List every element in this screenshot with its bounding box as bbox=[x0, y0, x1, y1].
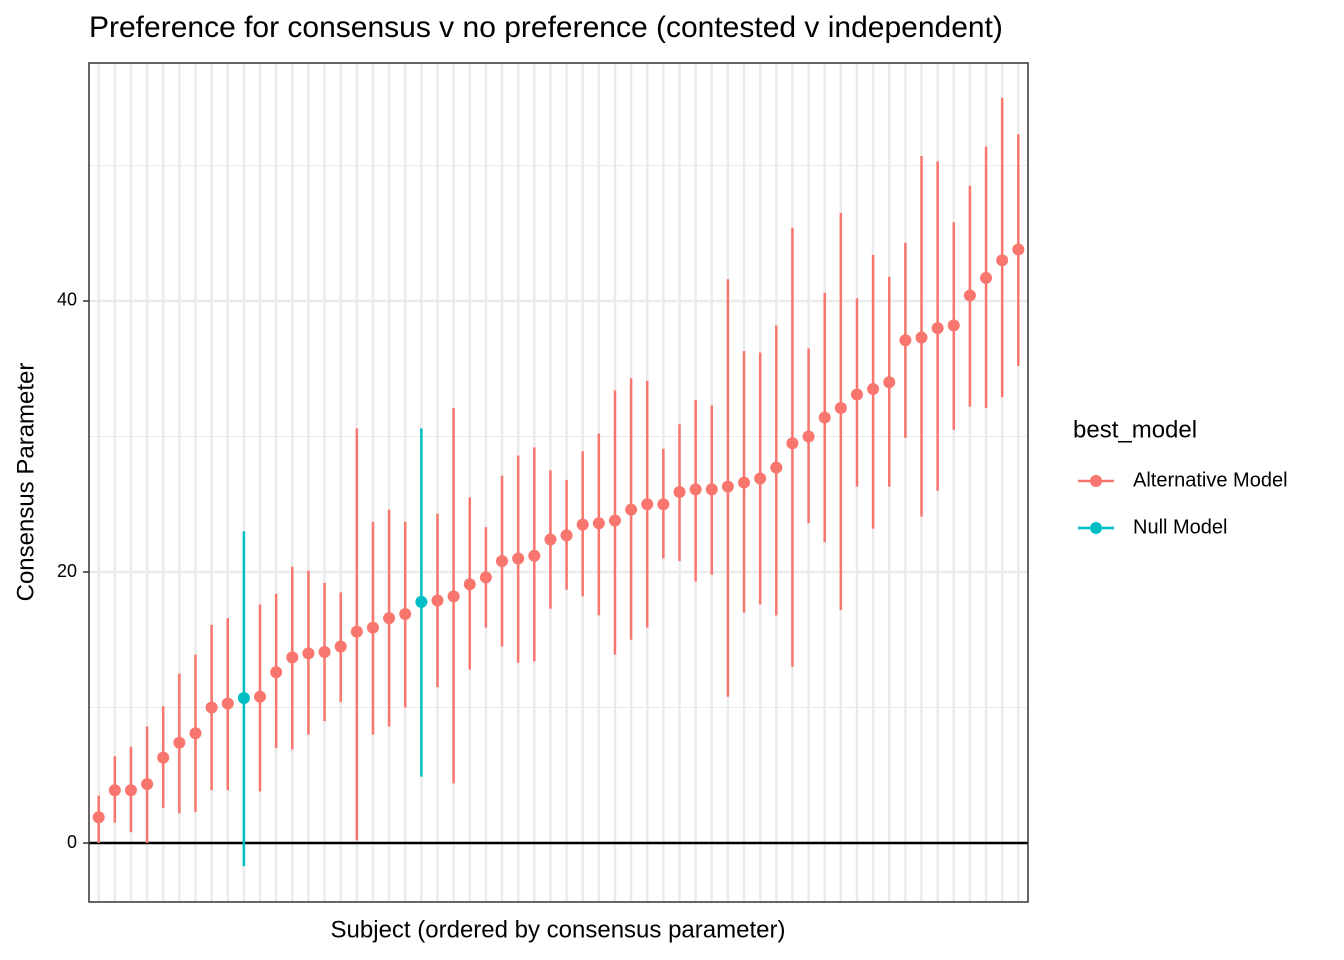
point bbox=[302, 647, 315, 660]
point bbox=[721, 480, 734, 493]
point bbox=[576, 518, 589, 531]
point bbox=[383, 612, 396, 625]
point bbox=[108, 784, 121, 797]
point bbox=[883, 376, 896, 389]
point bbox=[479, 571, 492, 584]
legend-point bbox=[1090, 522, 1102, 534]
point bbox=[560, 529, 573, 542]
point bbox=[286, 651, 299, 664]
point bbox=[399, 608, 412, 621]
point bbox=[334, 640, 347, 653]
point bbox=[512, 552, 525, 565]
point bbox=[141, 778, 154, 791]
point bbox=[544, 533, 557, 546]
point bbox=[350, 625, 363, 638]
point bbox=[270, 666, 283, 679]
point bbox=[608, 514, 621, 527]
panel-border bbox=[88, 62, 1029, 903]
point bbox=[366, 621, 379, 634]
legend-label: Alternative Model bbox=[1133, 469, 1288, 491]
y-axis-label: Consensus Parameter bbox=[12, 363, 39, 602]
x-axis-label: Subject (ordered by consensus parameter) bbox=[331, 916, 786, 943]
point bbox=[931, 322, 944, 335]
point bbox=[463, 578, 476, 591]
point bbox=[673, 486, 686, 499]
y-tick-label: 0 bbox=[67, 832, 77, 852]
y-tick-label: 20 bbox=[57, 561, 77, 581]
point bbox=[754, 472, 767, 485]
legend-label: Null Model bbox=[1133, 516, 1227, 538]
point bbox=[528, 549, 541, 562]
point bbox=[1012, 243, 1025, 256]
point bbox=[818, 411, 831, 424]
point bbox=[657, 498, 670, 511]
point bbox=[447, 590, 460, 603]
point bbox=[496, 555, 509, 568]
point bbox=[415, 595, 428, 608]
point bbox=[705, 483, 718, 496]
point bbox=[205, 701, 218, 714]
point bbox=[254, 690, 267, 703]
point bbox=[850, 388, 863, 401]
chart-title: Preference for consensus v no preference… bbox=[89, 11, 1003, 44]
point bbox=[947, 319, 960, 332]
point bbox=[738, 476, 751, 489]
point bbox=[592, 517, 605, 530]
point bbox=[867, 383, 880, 396]
point bbox=[915, 331, 928, 344]
point bbox=[92, 811, 105, 824]
point bbox=[834, 402, 847, 415]
point bbox=[318, 645, 331, 658]
point bbox=[173, 736, 186, 749]
y-tick-label: 40 bbox=[57, 290, 77, 310]
point bbox=[980, 271, 993, 284]
point bbox=[770, 461, 783, 474]
point bbox=[641, 498, 654, 511]
point bbox=[221, 697, 234, 710]
point bbox=[899, 334, 912, 347]
point bbox=[802, 430, 815, 443]
point bbox=[996, 254, 1009, 267]
legend-title: best_model bbox=[1073, 416, 1197, 443]
point bbox=[189, 727, 202, 740]
point bbox=[625, 503, 638, 516]
point bbox=[786, 437, 799, 450]
point bbox=[237, 692, 250, 705]
point bbox=[124, 784, 137, 797]
point bbox=[963, 289, 976, 302]
point bbox=[689, 483, 702, 496]
point bbox=[157, 751, 170, 764]
legend-point bbox=[1090, 475, 1102, 487]
point bbox=[431, 594, 444, 607]
